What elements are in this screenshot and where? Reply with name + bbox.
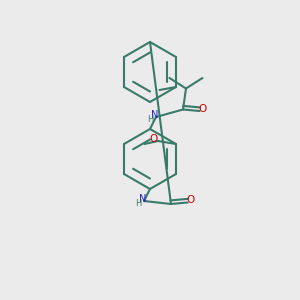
Text: N: N [139, 194, 146, 205]
Text: N: N [151, 110, 158, 121]
Text: O: O [186, 195, 195, 205]
Text: H: H [135, 199, 142, 208]
Text: O: O [149, 134, 158, 145]
Text: O: O [198, 103, 207, 114]
Text: H: H [147, 115, 154, 124]
